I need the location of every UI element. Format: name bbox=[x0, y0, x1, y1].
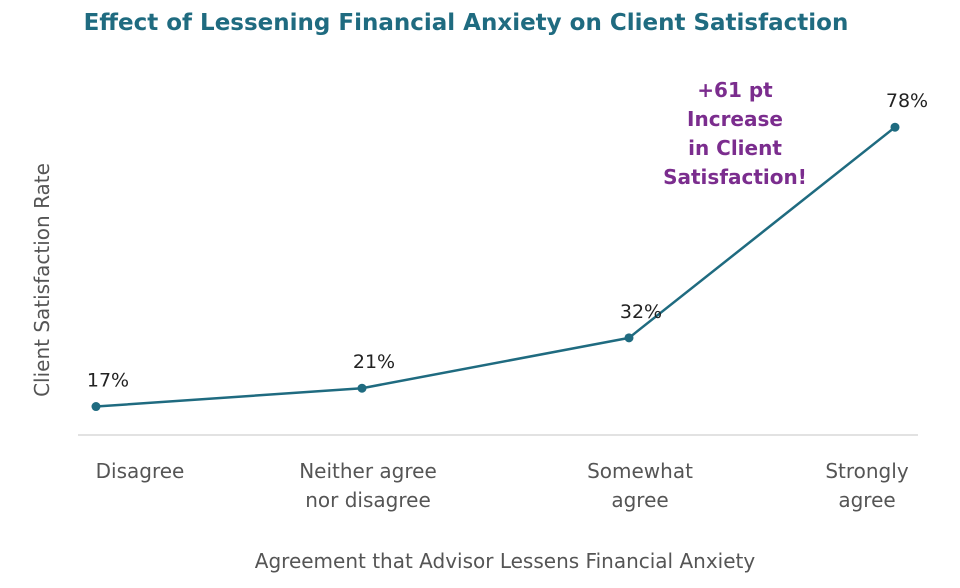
data-point-1 bbox=[91, 402, 101, 412]
data-point-2 bbox=[357, 383, 367, 393]
x-axis-title: Agreement that Advisor Lessens Financial… bbox=[255, 549, 756, 573]
data-label-1: 17% bbox=[87, 370, 129, 392]
x-tick-label-2: Neither agree nor disagree bbox=[299, 459, 437, 512]
data-points bbox=[91, 122, 900, 412]
data-label-3: 32% bbox=[620, 301, 662, 323]
annotation-text: +61 pt Increase in Client Satisfaction! bbox=[663, 78, 807, 189]
data-labels: 17% 21% 32% 78% bbox=[87, 90, 928, 391]
x-tick-labels: Disagree Neither agree nor disagree Somewha… bbox=[96, 459, 909, 512]
x-tick-label-4: Strongly agree bbox=[825, 459, 908, 512]
increase-annotation: +61 pt Increase in Client Satisfaction! bbox=[663, 78, 807, 189]
series-line bbox=[95, 126, 896, 408]
x-tick-label-1: Disagree bbox=[96, 459, 185, 483]
data-point-3 bbox=[624, 333, 634, 343]
y-axis-title: Client Satisfaction Rate bbox=[30, 163, 54, 397]
data-label-2: 21% bbox=[353, 351, 395, 373]
data-point-4 bbox=[890, 122, 900, 132]
chart-title: Effect of Lessening Financial Anxiety on… bbox=[84, 10, 849, 36]
data-label-4: 78% bbox=[886, 90, 928, 112]
x-tick-label-3: Somewhat agree bbox=[587, 459, 693, 512]
